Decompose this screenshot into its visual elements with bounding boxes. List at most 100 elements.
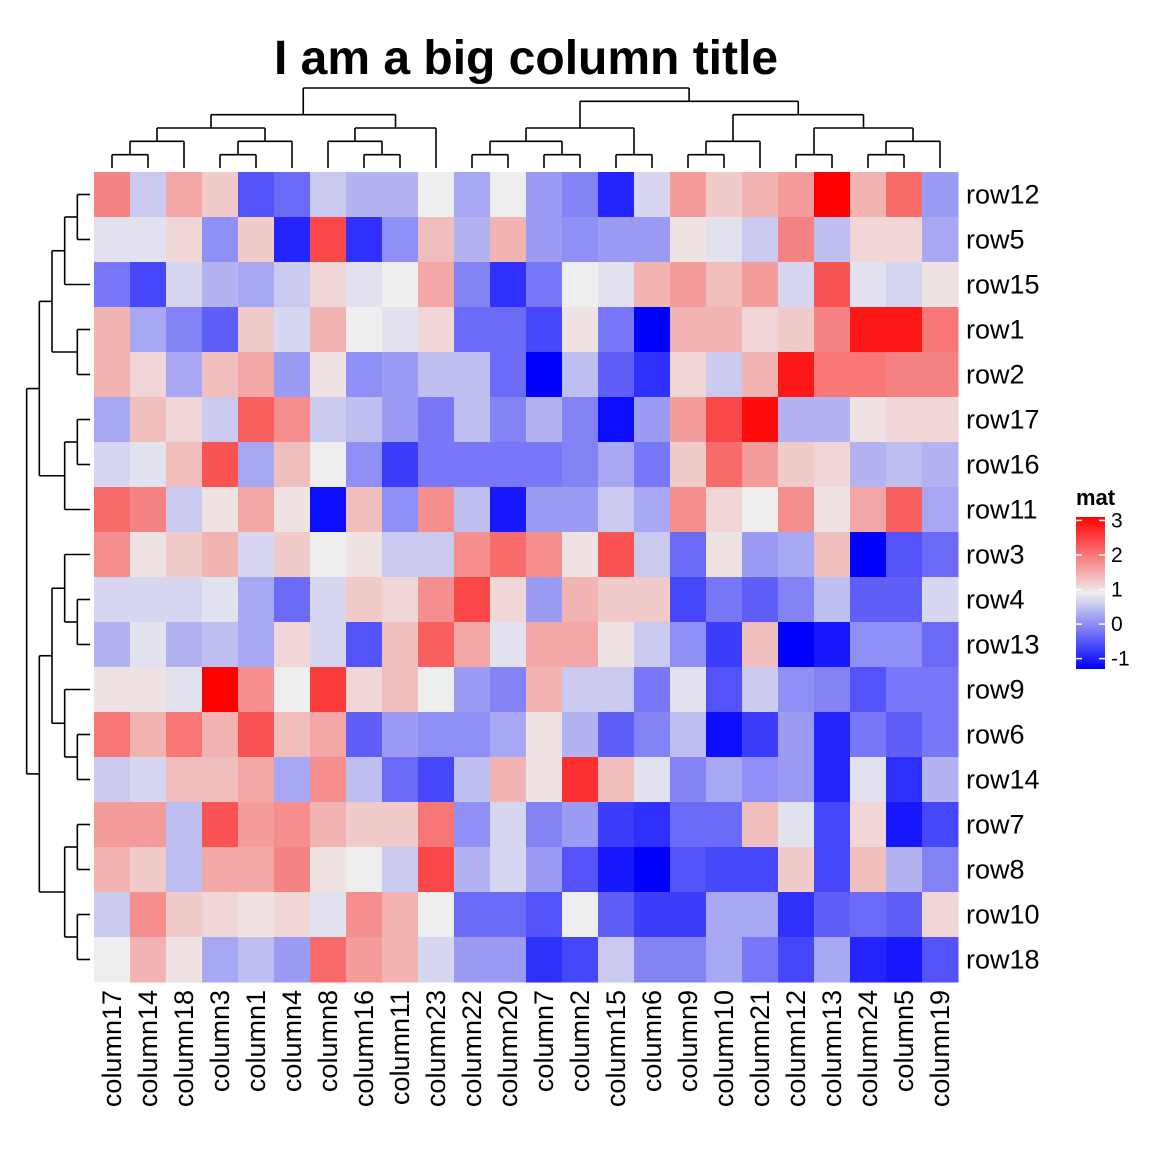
heatmap-cell [382, 442, 419, 488]
heatmap-cell [634, 577, 671, 623]
heatmap-cell [274, 577, 311, 623]
heatmap-cell [238, 487, 275, 533]
heatmap-cell [526, 577, 563, 623]
heatmap-cell [706, 667, 743, 713]
heatmap-cell [526, 307, 563, 353]
heatmap-cell [922, 892, 959, 938]
heatmap-cell [490, 712, 527, 758]
heatmap-cell [238, 172, 275, 218]
heatmap-cell [94, 172, 131, 218]
heatmap-cell [490, 172, 527, 218]
heatmap-cell [274, 622, 311, 668]
heatmap-cell [166, 712, 203, 758]
heatmap-cell [130, 937, 167, 983]
chart-title: I am a big column title [274, 32, 778, 85]
heatmap-cell [454, 307, 491, 353]
heatmap-cell [346, 262, 383, 308]
heatmap-cell [742, 397, 779, 443]
heatmap-cell [310, 442, 347, 488]
heatmap-cell [634, 622, 671, 668]
heatmap-cell [886, 757, 923, 803]
column-label: column9 [673, 990, 703, 1092]
heatmap-cell [598, 532, 635, 578]
heatmap-cell [742, 622, 779, 668]
heatmap-cell [778, 577, 815, 623]
heatmap-cell [670, 577, 707, 623]
heatmap-cell [274, 712, 311, 758]
heatmap-cell [238, 397, 275, 443]
heatmap-cell [418, 217, 455, 263]
heatmap-cell [382, 712, 419, 758]
heatmap-cell [310, 172, 347, 218]
heatmap-cell [598, 622, 635, 668]
heatmap-cell [706, 262, 743, 308]
heatmap-cell [526, 397, 563, 443]
heatmap-cell [166, 667, 203, 713]
heatmap-cell [94, 442, 131, 488]
heatmap-cell [778, 667, 815, 713]
heatmap-cell [238, 622, 275, 668]
heatmap-cell [166, 307, 203, 353]
heatmap-cell [634, 172, 671, 218]
heatmap-cell [634, 712, 671, 758]
heatmap-cell [346, 937, 383, 983]
legend-title: mat [1076, 485, 1116, 510]
heatmap-cell [202, 847, 239, 893]
heatmap-cell [778, 217, 815, 263]
heatmap-cell [922, 577, 959, 623]
heatmap-cell [166, 847, 203, 893]
heatmap-cell [238, 847, 275, 893]
heatmap-cell [130, 757, 167, 803]
heatmap-cell [346, 892, 383, 938]
heatmap-cell [922, 487, 959, 533]
heatmap-cell [238, 757, 275, 803]
heatmap-cell [346, 712, 383, 758]
heatmap-cell [562, 397, 599, 443]
column-label: column7 [529, 990, 559, 1092]
heatmap-cell [490, 442, 527, 488]
heatmap-cell [382, 892, 419, 938]
heatmap-cell [130, 892, 167, 938]
heatmap-cell [202, 352, 239, 398]
heatmap-cell [850, 757, 887, 803]
heatmap-cell [814, 397, 851, 443]
heatmap-cell [490, 307, 527, 353]
heatmap-cell [850, 172, 887, 218]
heatmap-cell [742, 757, 779, 803]
heatmap-cell [418, 892, 455, 938]
heatmap-cell [598, 442, 635, 488]
heatmap-cell [814, 532, 851, 578]
heatmap-cell [742, 937, 779, 983]
heatmap-cell [670, 487, 707, 533]
row-label: row6 [966, 720, 1025, 750]
heatmap-cell [706, 937, 743, 983]
heatmap-cell [742, 712, 779, 758]
heatmap-cell [94, 802, 131, 848]
column-label: column24 [853, 990, 883, 1107]
heatmap-cell [526, 802, 563, 848]
heatmap-cell [418, 397, 455, 443]
heatmap-cell [490, 757, 527, 803]
heatmap-cell [310, 667, 347, 713]
heatmap-cell [706, 802, 743, 848]
heatmap-cell [274, 757, 311, 803]
heatmap-cell [742, 487, 779, 533]
heatmap-cell [526, 667, 563, 713]
heatmap-cell [94, 487, 131, 533]
heatmap-cell [130, 622, 167, 668]
heatmap-cell [634, 937, 671, 983]
heatmap-cell [454, 352, 491, 398]
heatmap-cell [382, 307, 419, 353]
heatmap-cell [130, 217, 167, 263]
heatmap-cell [670, 757, 707, 803]
heatmap-cell [166, 262, 203, 308]
heatmap-cell [238, 532, 275, 578]
heatmap-cell [454, 532, 491, 578]
column-label: column4 [277, 990, 307, 1092]
heatmap-cell [238, 352, 275, 398]
row-label: row3 [966, 540, 1025, 570]
heatmap-cell [526, 487, 563, 533]
heatmap-cell [562, 802, 599, 848]
column-label: column10 [709, 990, 739, 1107]
heatmap-cell [94, 262, 131, 308]
